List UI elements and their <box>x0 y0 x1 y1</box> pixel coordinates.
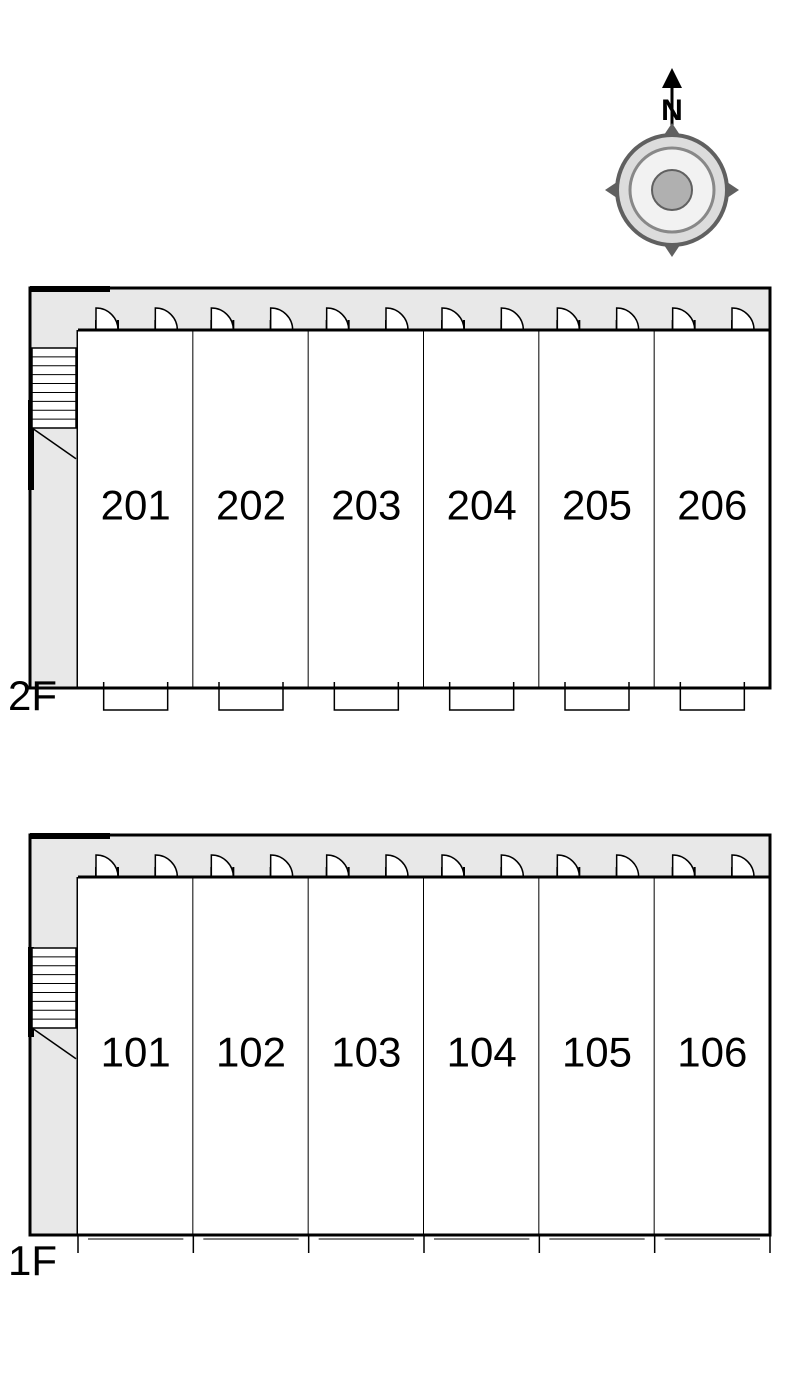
unit-label: 204 <box>447 482 517 529</box>
unit-label: 102 <box>216 1029 286 1076</box>
floor-2F: 201 202 203 204 205 206 2F <box>8 286 770 719</box>
unit-label: 105 <box>562 1029 632 1076</box>
unit-label: 205 <box>562 482 632 529</box>
unit-label: 103 <box>331 1029 401 1076</box>
balcony <box>565 688 629 710</box>
balcony <box>219 688 283 710</box>
unit-label: 206 <box>677 482 747 529</box>
balcony <box>450 688 514 710</box>
unit-label: 202 <box>216 482 286 529</box>
floorplan-diagram: N2012022032042052062F1011021031041051061… <box>0 0 800 1381</box>
compass-icon: N <box>605 68 739 257</box>
unit-label: 104 <box>447 1029 517 1076</box>
unit-label: 106 <box>677 1029 747 1076</box>
balcony <box>104 688 168 710</box>
floor-label: 2F <box>8 672 57 719</box>
balcony <box>334 688 398 710</box>
floor-label: 1F <box>8 1237 57 1284</box>
floor-1F: 101 102 103 104 105 106 1F <box>8 833 770 1284</box>
compass-label: N <box>661 94 683 127</box>
unit-label: 201 <box>101 482 171 529</box>
unit-label: 101 <box>101 1029 171 1076</box>
balcony <box>680 688 744 710</box>
unit-label: 203 <box>331 482 401 529</box>
